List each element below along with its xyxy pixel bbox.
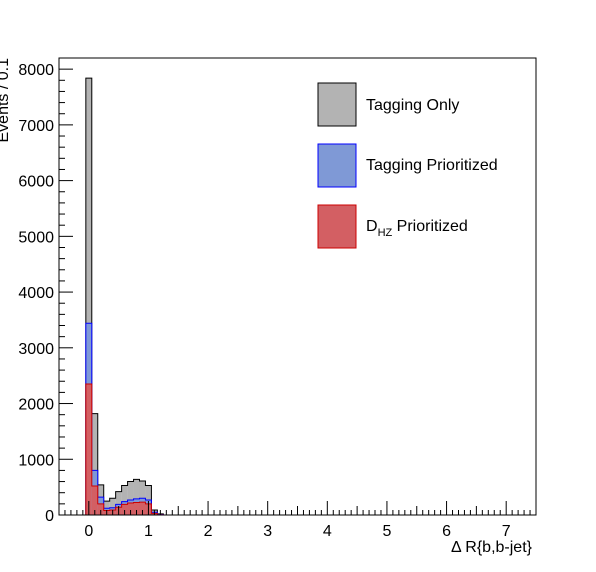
- y-tick-label: 3000: [18, 341, 54, 358]
- x-tick-label: 7: [502, 523, 511, 540]
- legend-label-dhz-main: D: [366, 218, 378, 235]
- series-tagging-only: [85, 77, 164, 515]
- bar-tagging-only-5: [115, 491, 122, 515]
- bar-tagging-only-4: [109, 498, 116, 515]
- histogram-bars: [85, 77, 164, 516]
- x-tick-label: 3: [263, 523, 272, 540]
- legend-swatch-tagging-only: [317, 82, 357, 127]
- outline-tagging-only: [85, 77, 164, 515]
- legend-label-tagging-only: Tagging Only: [366, 97, 459, 114]
- y-tick-label: 1000: [18, 452, 54, 469]
- bar-dhz-prioritized-7: [127, 503, 134, 515]
- y-tick-label: 5000: [18, 229, 54, 246]
- bar-tagging-only-1: [91, 413, 98, 515]
- bar-dhz-prioritized-6: [121, 504, 128, 515]
- x-axis-title: Δ R{b,b-jet}: [451, 539, 533, 556]
- bar-dhz-prioritized-0: [85, 384, 92, 515]
- y-axis: 0 1000 2000 3000 4000 5000 6000 7000 8000: [18, 62, 73, 525]
- bar-dhz-prioritized-2: [97, 503, 104, 515]
- y-axis-title: Events / 0.1: [0, 58, 12, 143]
- legend-label-dhz-rest: Prioritized: [392, 218, 468, 235]
- bar-tagging-only-8: [133, 479, 140, 515]
- x-tick-label: 4: [323, 523, 332, 540]
- plot-frame: [58, 57, 537, 516]
- legend-swatch-tagging-prioritized: [317, 143, 357, 188]
- x-tick-label: 0: [84, 523, 93, 540]
- bar-dhz-prioritized-8: [133, 502, 140, 515]
- outline-dhz-prioritized: [85, 383, 164, 516]
- x-tick-label: 2: [204, 523, 213, 540]
- x-tick-label: 5: [382, 523, 391, 540]
- bar-tagging-only-6: [121, 485, 128, 515]
- y-tick-label: 6000: [18, 174, 54, 191]
- legend-label-tagging-prioritized: Tagging Prioritized: [366, 157, 498, 174]
- bar-dhz-prioritized-1: [91, 486, 98, 515]
- x-tick-label: 1: [144, 523, 153, 540]
- x-tick-label: 6: [442, 523, 451, 540]
- y-tick-label: 7000: [18, 118, 54, 135]
- legend-label-dhz-prioritized: DHZ Prioritized: [366, 218, 468, 239]
- y-tick-label: 2000: [18, 397, 54, 414]
- x-axis: 0 1 2 3 4 5 6 7: [64, 501, 531, 540]
- legend: Tagging Only Tagging Prioritized DHZ Pri…: [317, 82, 498, 249]
- bar-dhz-prioritized-9: [139, 502, 146, 515]
- y-tick-label: 0: [45, 508, 54, 525]
- legend-label-dhz-sub: HZ: [378, 227, 393, 239]
- bar-tagging-only-0: [85, 78, 92, 515]
- bar-tagging-only-7: [127, 481, 134, 515]
- legend-swatch-dhz-prioritized: [317, 204, 357, 249]
- y-tick-label: 4000: [18, 285, 54, 302]
- y-tick-label: 8000: [18, 62, 54, 79]
